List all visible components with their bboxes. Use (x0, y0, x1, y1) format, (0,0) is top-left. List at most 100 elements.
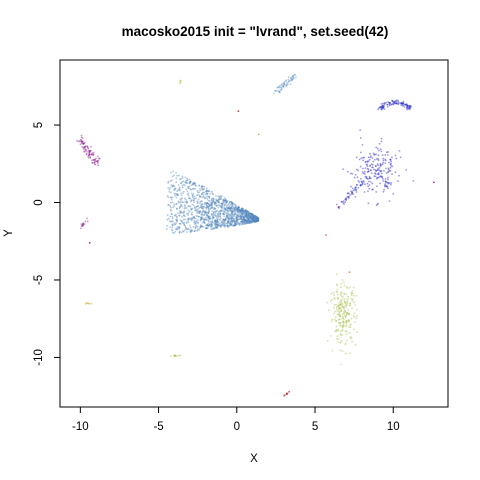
cluster-2-point (363, 191, 366, 193)
cluster-0-point (221, 222, 224, 225)
cluster-0-point (200, 225, 203, 228)
cluster-0-point (220, 210, 223, 212)
cluster-0-point (250, 217, 253, 220)
cluster-0-point (211, 221, 214, 224)
cluster-0-point (187, 192, 190, 195)
cluster-0-point (199, 196, 201, 199)
cluster-0-point (200, 204, 203, 207)
cluster-6-point (340, 295, 343, 298)
cluster-4-point (80, 140, 83, 143)
cluster-6-point (340, 303, 342, 306)
cluster-6-point (344, 311, 347, 314)
cluster-2-point (377, 164, 379, 167)
cluster-2-point (386, 185, 389, 188)
cluster-5-point (81, 225, 83, 228)
cluster-0-point (208, 195, 211, 198)
cluster-1-point (280, 84, 283, 87)
cluster-0-point (245, 213, 248, 216)
cluster-0-point (229, 214, 232, 216)
cluster-4-point (83, 147, 86, 149)
cluster-0-point (235, 222, 237, 224)
cluster-0-point (255, 218, 258, 221)
cluster-0-point (215, 226, 218, 229)
cluster-0-point (253, 220, 256, 223)
cluster-2-point (379, 163, 382, 165)
cluster-0-point (248, 217, 251, 220)
cluster-2-point (353, 188, 356, 191)
cluster-0-point (246, 214, 248, 217)
cluster-0-point (203, 219, 205, 222)
cluster-0-point (245, 215, 247, 218)
cluster-0-point (238, 218, 241, 221)
cluster-0-point (251, 218, 254, 221)
cluster-0-point (188, 185, 191, 188)
outlier-point (325, 234, 327, 236)
cluster-0-point (207, 199, 210, 202)
cluster-0-point (177, 184, 180, 186)
cluster-0-point (216, 204, 218, 206)
cluster-0-point (215, 198, 218, 201)
cluster-1-point (285, 80, 287, 82)
cluster-0-point (214, 223, 216, 226)
cluster-0-point (225, 212, 228, 215)
cluster-0-point (214, 220, 217, 222)
cluster-6-point (351, 340, 354, 343)
cluster-6-point (341, 328, 344, 331)
cluster-2-point (382, 161, 384, 164)
cluster-0-point (248, 221, 251, 224)
cluster-3-point (394, 100, 397, 102)
cluster-0-point (244, 210, 247, 213)
cluster-0-point (207, 214, 209, 217)
cluster-0-point (242, 216, 245, 219)
cluster-0-point (169, 180, 172, 183)
cluster-1-point (278, 86, 281, 89)
cluster-0-point (188, 205, 191, 208)
cluster-0-point (174, 215, 177, 217)
cluster-0-point (226, 204, 228, 207)
outlier-point (348, 271, 351, 274)
cluster-0-point (216, 216, 218, 219)
cluster-1-point (291, 79, 293, 81)
cluster-6-point (349, 335, 352, 338)
cluster-0-point (246, 222, 249, 225)
cluster-6-point (350, 323, 352, 326)
cluster-0-point (244, 220, 247, 223)
cluster-4-point (82, 146, 85, 149)
cluster-0-point (223, 222, 226, 225)
cluster-0-point (178, 231, 181, 233)
cluster-0-point (207, 224, 210, 227)
cluster-3-point (380, 108, 383, 111)
cluster-0-point (224, 199, 226, 202)
cluster-0-point (206, 214, 209, 217)
cluster-1-point (282, 82, 285, 84)
cluster-0-point (175, 181, 178, 184)
cluster-2-point (367, 185, 370, 188)
cluster-0-point (201, 213, 204, 216)
cluster-5-point (86, 220, 89, 223)
cluster-0-point (208, 197, 211, 200)
cluster-0-point (186, 179, 188, 182)
cluster-0-point (231, 223, 233, 226)
cluster-0-point (242, 215, 245, 218)
cluster-6-point (348, 312, 350, 315)
cluster-0-point (235, 215, 238, 218)
cluster-0-point (210, 225, 213, 228)
cluster-2-point (353, 176, 356, 179)
cluster-6-point (333, 312, 335, 315)
cluster-6-point (345, 301, 348, 304)
cluster-0-point (233, 209, 236, 211)
cluster-3-point (399, 102, 402, 104)
cluster-2-point (391, 173, 393, 176)
cluster-0-point (196, 212, 199, 214)
cluster-0-point (207, 215, 210, 218)
cluster-0-point (218, 195, 221, 198)
cluster-2-point (371, 188, 373, 191)
cluster-2-point (366, 163, 368, 166)
cluster-0-point (205, 212, 208, 214)
cluster-0-point (230, 217, 233, 220)
cluster-0-point (204, 211, 206, 214)
cluster-0-point (228, 222, 231, 225)
cluster-0-point (214, 212, 217, 214)
cluster-2-point (375, 153, 377, 156)
cluster-0-point (219, 205, 222, 207)
